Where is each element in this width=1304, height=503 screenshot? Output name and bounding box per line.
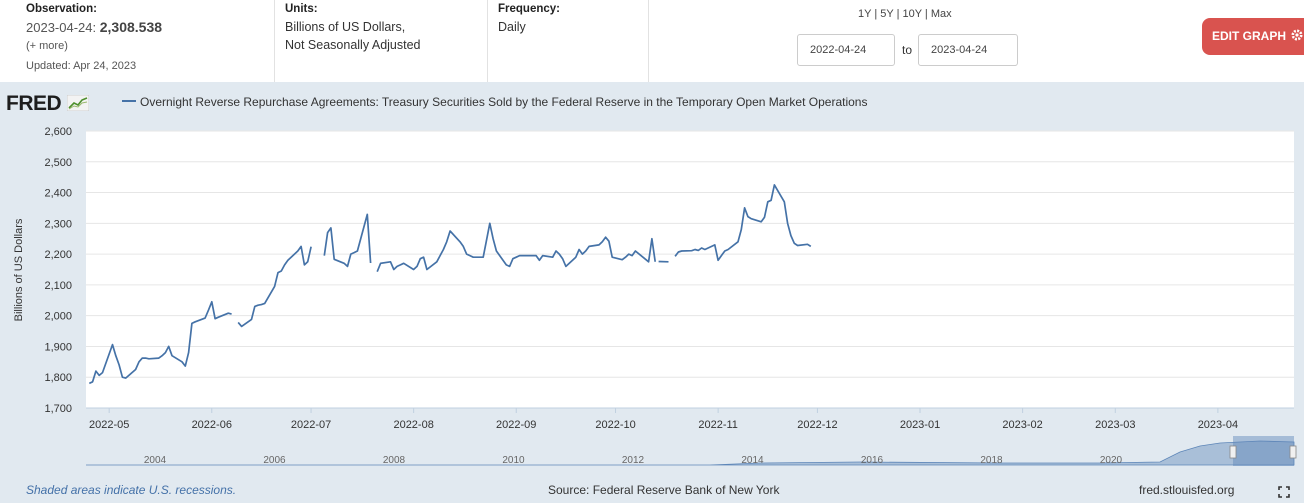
plot-background (86, 131, 1294, 408)
navigator-year-label: 2018 (980, 455, 1003, 466)
navigator-handle-left[interactable] (1229, 445, 1237, 459)
y-tick-label: 1,700 (44, 403, 72, 415)
x-tick-label: 2023-04 (1198, 419, 1238, 431)
range-5y[interactable]: 5Y (880, 8, 894, 20)
source-text: Source: Federal Reserve Bank of New York (548, 483, 780, 497)
navigator-year-label: 2016 (861, 455, 884, 466)
range-navigator[interactable]: 2004 2006 2008 2010 2012 2014 2016 2018 2020 (86, 436, 1297, 466)
x-tick-label: 2022-12 (797, 419, 837, 431)
x-tick-label: 2022-09 (496, 419, 536, 431)
observation-value: 2023-04-24: 2,308.538 (26, 18, 274, 37)
range-10y[interactable]: 10Y (902, 8, 922, 20)
x-tick-label: 2023-01 (900, 419, 940, 431)
gear-icon (1291, 29, 1303, 41)
x-tick-label: 2023-03 (1095, 419, 1135, 431)
y-tick-label: 2,600 (44, 126, 72, 138)
x-tick-label: 2023-02 (1002, 419, 1042, 431)
navigator-year-label: 2020 (1100, 455, 1123, 466)
y-tick-label: 2,100 (44, 280, 72, 292)
frequency-value: Daily (498, 20, 526, 34)
fullscreen-icon[interactable] (1278, 486, 1290, 498)
edit-graph-label: EDIT GRAPH (1212, 29, 1287, 43)
navigator-year-label: 2012 (622, 455, 645, 466)
chart-panel: FRED Overnight Reverse Repurchase Agreem… (0, 82, 1304, 503)
to-label: to (902, 43, 913, 57)
y-tick-label: 1,800 (44, 372, 72, 384)
fred-chart-icon (66, 94, 89, 112)
y-tick-label: 2,300 (44, 218, 72, 230)
y-tick-label: 2,200 (44, 249, 72, 261)
start-date-input[interactable]: 2022-04-24 (797, 34, 895, 66)
y-tick-label: 2,500 (44, 157, 72, 169)
end-date-input[interactable]: 2023-04-24 (918, 34, 1018, 66)
line-chart[interactable]: 1,700 1,800 1,900 2,000 2,100 2,200 2,300 2,400… (0, 82, 1304, 472)
series-line-segment (88, 300, 232, 385)
series-line-segment (376, 222, 657, 273)
x-tick-label: 2022-11 (698, 419, 738, 431)
edit-graph-button[interactable]: EDIT GRAPH (1202, 18, 1304, 55)
navigator-selection[interactable] (1233, 436, 1294, 466)
series-title-text: Overnight Reverse Repurchase Agreements:… (140, 95, 868, 109)
x-tick-label: 2022-08 (393, 419, 433, 431)
units-line1: Billions of US Dollars, (285, 20, 406, 34)
updated-date: Updated: Apr 24, 2023 (26, 60, 137, 72)
more-link[interactable]: (+ more) (26, 40, 68, 52)
navigator-year-label: 2008 (383, 455, 406, 466)
observation-panel: Observation: 2023-04-24: 2,308.538 (+ mo… (0, 0, 275, 82)
recession-note: Shaded areas indicate U.S. recessions. (26, 483, 237, 497)
units-line2: Not Seasonally Adjusted (285, 38, 421, 52)
y-tick-label: 2,000 (44, 311, 72, 323)
observation-label: Observation: (26, 3, 97, 15)
series-line-segment (674, 184, 812, 262)
fred-logo-text: FRED (6, 92, 62, 115)
x-tick-label: 2022-07 (291, 419, 331, 431)
y-tick-label: 2,400 (44, 188, 72, 200)
x-tick-label: 2022-10 (595, 419, 635, 431)
navigator-year-label: 2006 (263, 455, 286, 466)
x-tick-label: 2022-05 (89, 419, 129, 431)
x-tick-label: 2022-06 (192, 419, 232, 431)
series-title: Overnight Reverse Repurchase Agreements:… (122, 95, 867, 109)
y-tick-label: 1,900 (44, 341, 72, 353)
range-selector: 1Y | 5Y | 10Y | Max (858, 8, 952, 20)
observation-date: 2023-04-24: (26, 20, 97, 35)
series-line-segment (237, 245, 312, 328)
units-panel: Units: Billions of US Dollars, Not Seaso… (275, 0, 488, 82)
legend-line-icon (122, 100, 136, 102)
navigator-background (86, 436, 1294, 466)
series-meta-bar: Observation: 2023-04-24: 2,308.538 (+ mo… (0, 0, 1304, 82)
range-max[interactable]: Max (930, 8, 952, 20)
observation-number: 2,308.538 (99, 19, 163, 35)
series-line-segment (323, 213, 372, 268)
navigator-year-label: 2010 (502, 455, 525, 466)
navigator-handle-right[interactable] (1289, 445, 1297, 459)
navigator-year-label: 2014 (741, 455, 764, 466)
navigator-area (86, 440, 1295, 466)
y-axis-label: Billions of US Dollars (13, 218, 25, 321)
site-link[interactable]: fred.stlouisfed.org (1139, 483, 1235, 497)
navigator-year-label: 2004 (144, 455, 167, 466)
range-1y[interactable]: 1Y (858, 8, 872, 20)
frequency-panel: Frequency: Daily (488, 0, 649, 82)
units-label: Units: (285, 3, 318, 15)
fred-logo: FRED (6, 92, 89, 116)
frequency-label: Frequency: (498, 3, 560, 15)
